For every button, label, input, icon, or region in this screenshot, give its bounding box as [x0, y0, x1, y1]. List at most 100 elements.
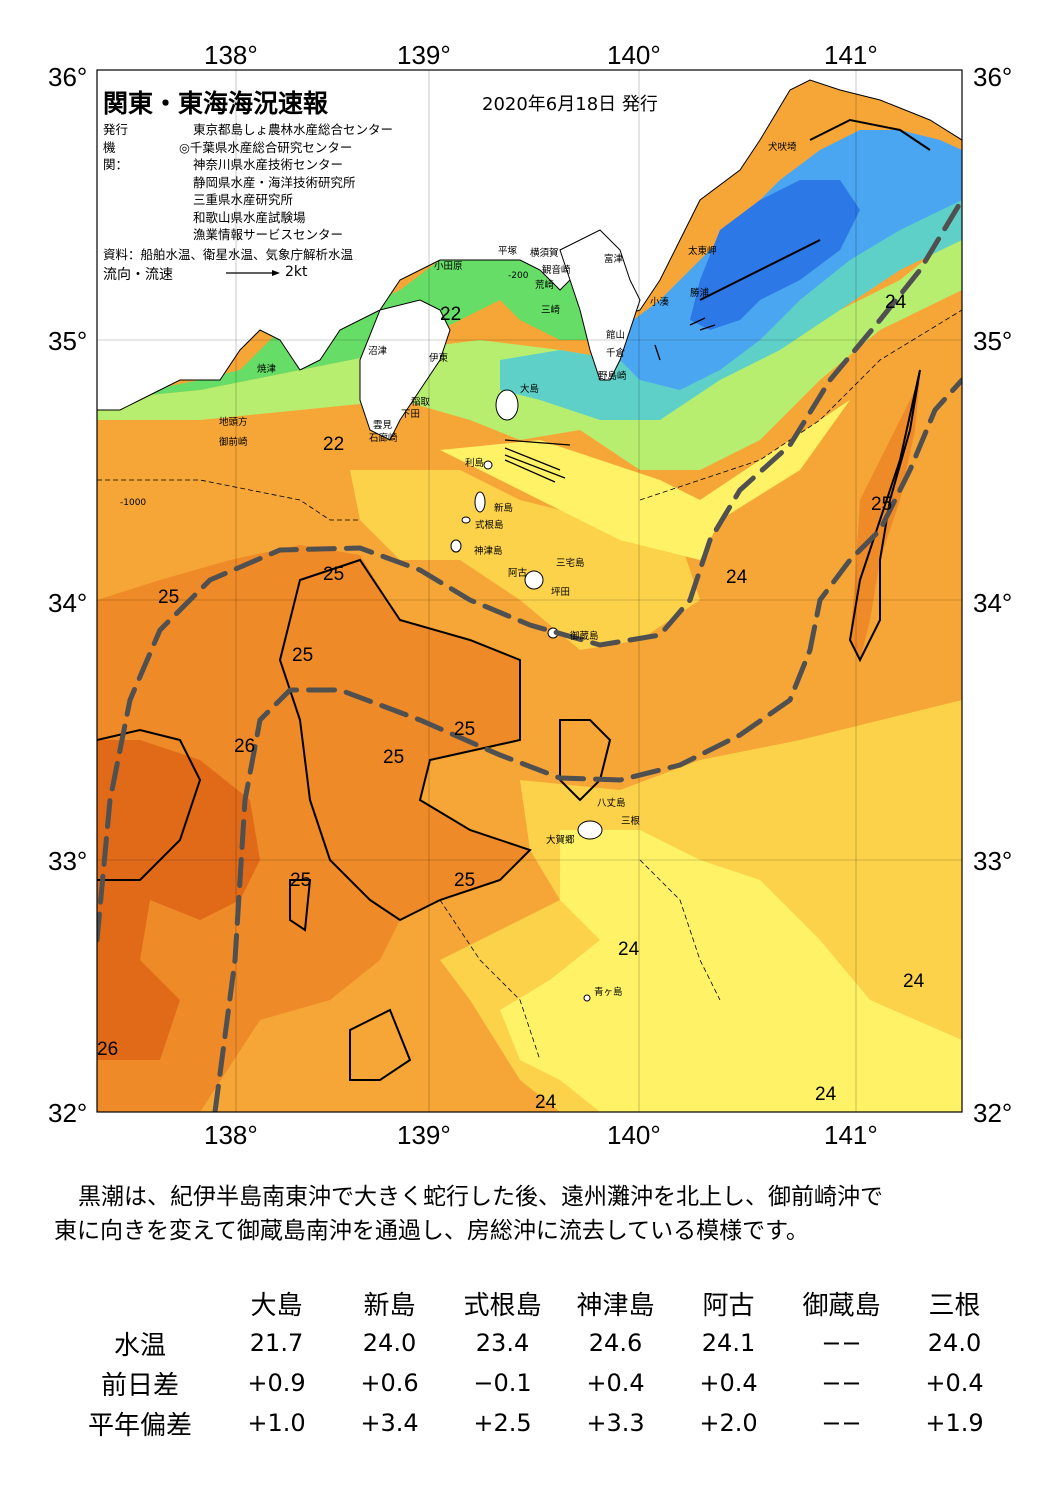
lat-label-right: 33°: [973, 846, 1013, 876]
table-row: 前日差 +0.9 +0.6 −0.1 +0.4 +0.4 −− +0.4: [60, 1363, 1011, 1403]
agency-list: 東京都島しょ農林水産総合センター ◎千葉県水産総合研究センター 神奈川県水産技術…: [179, 121, 394, 244]
isotherm-label: 25: [454, 870, 475, 891]
table-cell: −−: [821, 1369, 862, 1397]
table-cell: +3.4: [360, 1409, 419, 1437]
row-label: 水温: [113, 1330, 166, 1361]
isotherm-contours: [97, 118, 931, 1081]
isotherm-label: 25: [290, 870, 311, 891]
depth-contours: [97, 309, 962, 1061]
land-honshu: [97, 70, 962, 411]
isotherm-label: 22: [323, 434, 344, 455]
table-cell: −−: [821, 1329, 862, 1357]
current-arrows: [504, 317, 716, 483]
place-name: 横須賀: [530, 247, 559, 259]
place-name: 観音崎: [542, 264, 571, 276]
summary-line-2: 東に向きを変えて御蔵島南沖を通過し、房総沖に流去している模様です。: [54, 1218, 809, 1244]
place-name: 式根島: [475, 519, 504, 531]
sst-very-cold-blue: [690, 180, 860, 330]
place-name: 利島: [465, 457, 484, 469]
lon-label-top: 138°: [204, 40, 258, 70]
place-name: 勝浦: [690, 287, 710, 299]
place-name: 御前崎: [219, 436, 248, 448]
isotherm-label: 24: [885, 292, 907, 313]
place-name: 三根: [621, 815, 641, 827]
lon-label-bottom: 140°: [607, 1120, 661, 1150]
lat-label-left: 36°: [48, 62, 88, 92]
lon-label-top: 139°: [397, 40, 451, 70]
lat-label-left: 34°: [48, 588, 88, 618]
flow-legend-label: 流向・流速: [103, 267, 173, 283]
table-cell: 21.7: [249, 1329, 304, 1357]
place-name: 犬吠埼: [768, 141, 797, 153]
row-label: 平年偏差: [87, 1410, 192, 1441]
column-header: 新島: [363, 1290, 416, 1321]
place-name: 下田: [401, 409, 420, 420]
flow-scale-arrowhead: [272, 270, 280, 276]
place-name: 大賀郷: [546, 834, 575, 846]
data-sources: 資料：船舶水温、衛星水温、気象庁解析水温: [103, 247, 354, 262]
summary-line-1: 黒潮は、紀伊半島南東沖で大きく蛇行した後、遠州灘沖を北上し、御前崎沖で: [78, 1184, 883, 1210]
place-name: 千倉: [606, 347, 626, 359]
water-temperature-table: 大島 新島 式根島 神津島 阿古 御蔵島 三根 水温 21.7 24.0 23.…: [60, 1283, 1011, 1443]
island-toshima: [483, 460, 493, 470]
isotherm-label: 25: [454, 719, 475, 740]
place-name: 沼津: [368, 346, 388, 357]
column-header: 阿古: [702, 1290, 755, 1321]
table-cell: 24.0: [362, 1329, 417, 1357]
sst-pale-band: [440, 400, 850, 560]
place-name: 太東岬: [688, 245, 717, 257]
place-name: 三宅島: [556, 557, 585, 569]
isotherm-label: 24: [618, 939, 640, 960]
isotherm-label: 25: [383, 747, 404, 768]
lat-label-right: 35°: [973, 326, 1013, 356]
place-name: 地頭方: [219, 416, 248, 428]
table-cell: +0.4: [925, 1369, 984, 1397]
page-title: 関東・東海海況速報: [103, 89, 329, 118]
column-header: 大島: [250, 1290, 303, 1321]
island-niijima: [474, 491, 486, 513]
table-row: 平年偏差 +1.0 +3.4 +2.5 +3.3 +2.0 −− +1.9: [60, 1403, 1011, 1443]
table-cell: −−: [821, 1409, 862, 1437]
land-izu-peninsula: [359, 299, 451, 441]
island-shikinejima: [461, 516, 471, 524]
table-cell: +0.4: [699, 1369, 758, 1397]
flow-legend-scale: 2kt: [285, 264, 308, 280]
table-cell: +1.9: [925, 1409, 984, 1437]
column-header: 神津島: [576, 1290, 655, 1321]
lon-label-bottom: 138°: [204, 1120, 258, 1150]
place-name: 神津島: [474, 545, 503, 557]
table-row: 水温 21.7 24.0 23.4 24.6 24.1 −− 24.0: [60, 1323, 1011, 1363]
map-frame: [96, 69, 963, 1113]
place-name: 八丈島: [597, 797, 626, 809]
kuroshio-paths: [97, 197, 962, 1112]
sst-yellowgreen-north: [97, 230, 962, 470]
sea-temperature-map: 22 22 24 24 24 24 24 24 25 25 25 25 25 2…: [96, 69, 963, 1113]
depth-label: -200: [508, 271, 529, 281]
issue-date: 2020年6月18日 発行: [482, 94, 658, 115]
isotherm-label: 26: [234, 736, 255, 757]
table-cell: +0.6: [360, 1369, 419, 1397]
lat-label-left: 32°: [48, 1098, 88, 1128]
table-cell: −0.1: [473, 1369, 532, 1397]
lon-label-bottom: 139°: [397, 1120, 451, 1150]
place-name: 平塚: [498, 246, 518, 257]
agency-item: 東京都島しょ農林水産総合センター: [193, 122, 394, 137]
lon-label-bottom: 141°: [824, 1120, 878, 1150]
isotherm-label: 25: [323, 564, 344, 585]
table-cell: 23.4: [475, 1329, 530, 1357]
table-cell: 24.6: [588, 1329, 643, 1357]
place-name: 館山: [606, 329, 625, 341]
depth-label: -1000: [120, 498, 146, 508]
lat-label-left: 33°: [48, 846, 88, 876]
lon-label-top: 140°: [607, 40, 661, 70]
island-kozushima: [450, 539, 462, 553]
kuroshio-path-north: [97, 197, 962, 943]
agency-item: 神奈川県水産技術センター: [193, 157, 344, 172]
island-miyakejima: [524, 570, 544, 590]
sst-green-coast: [97, 250, 620, 400]
place-name: 阿古: [508, 567, 528, 579]
island-hachijojima: [577, 820, 603, 840]
table-cell: +0.9: [247, 1369, 306, 1397]
agency-item: 漁業情報サービスセンター: [193, 227, 344, 242]
isotherm-label: 25: [158, 587, 179, 608]
